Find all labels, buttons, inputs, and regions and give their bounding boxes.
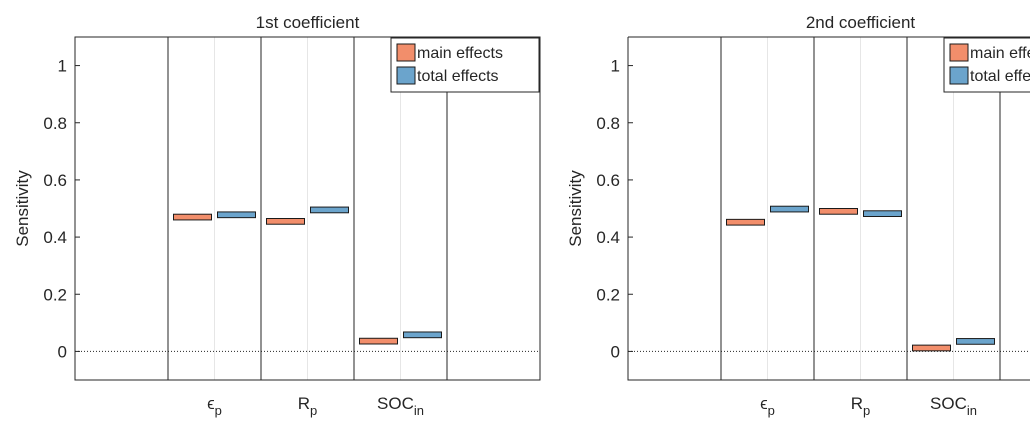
chart-title: 2nd coefficient	[806, 13, 916, 32]
legend-label-2: total effects	[417, 68, 499, 85]
bar-total-effects-3	[403, 331, 442, 339]
x-tick-subscript: in	[414, 403, 424, 418]
chart-panel-2: 0 0.2 0.4 0.6 0.8 1 2nd coefficient Sensitivity…	[566, 13, 1030, 418]
legend-box	[390, 37, 540, 93]
y-tick-label: 0.8	[596, 114, 620, 133]
x-tick-label: Rp	[851, 394, 871, 418]
legend-swatch-1	[396, 43, 416, 62]
y-tick-label: 1	[58, 57, 67, 76]
bar-total-effects-1	[770, 205, 809, 213]
y-tick-label: 0	[611, 342, 620, 361]
x-tick-label: SOCin	[377, 394, 424, 418]
bar-total-effects-2	[310, 206, 349, 214]
axes-box	[74, 36, 541, 381]
bar-total-effects-2	[863, 210, 902, 218]
bar-total-effects-1	[217, 211, 256, 219]
y-tick-label: 0.2	[43, 285, 67, 304]
legend-label-2: total effects	[970, 68, 1030, 85]
y-tick-label: 0.4	[596, 228, 620, 247]
bar-main-effects-3	[912, 344, 951, 352]
x-tick-label: SOCin	[930, 394, 977, 418]
legend-swatch-2	[949, 66, 969, 85]
x-tick-main: SOC	[930, 394, 967, 413]
y-axis-label: Sensitivity	[13, 170, 32, 247]
y-tick-label: 0	[58, 342, 67, 361]
y-tick-label: 0.6	[43, 171, 67, 190]
x-tick-main: ϵ	[760, 394, 768, 413]
y-tick-label: 1	[611, 57, 620, 76]
bar-main-effects-2	[819, 208, 858, 215]
x-tick-main: R	[298, 394, 310, 413]
x-tick-subscript: p	[863, 403, 870, 418]
x-tick-subscript: p	[768, 403, 775, 418]
x-tick-subscript: p	[215, 403, 222, 418]
legend-label-1: main effects	[417, 45, 503, 62]
bar-total-effects-3	[956, 338, 995, 345]
bar-main-effects-1	[726, 218, 765, 226]
bar-main-effects-3	[359, 337, 398, 345]
x-tick-main: R	[851, 394, 863, 413]
x-tick-subscript: in	[967, 403, 977, 418]
chart-title: 1st coefficient	[256, 13, 360, 32]
chart-panel-1: 0 0.2 0.4 0.6 0.8 1 1st coefficient Sensitivity…	[13, 13, 541, 418]
legend-swatch-2	[396, 66, 416, 85]
y-axis-label: Sensitivity	[566, 170, 585, 247]
x-tick-main: ϵ	[207, 394, 215, 413]
x-tick-label: ϵp	[760, 394, 775, 418]
y-tick-label: 0.8	[43, 114, 67, 133]
x-tick-main: SOC	[377, 394, 414, 413]
bar-main-effects-2	[266, 218, 305, 225]
y-tick-label: 0.2	[596, 285, 620, 304]
x-tick-label: Rp	[298, 394, 318, 418]
axes-box	[627, 36, 1030, 381]
legend-label-1: main effects	[970, 45, 1030, 62]
bar-main-effects-1	[173, 213, 212, 221]
x-tick-subscript: p	[310, 403, 317, 418]
legend-swatch-1	[949, 43, 969, 62]
y-tick-label: 0.4	[43, 228, 67, 247]
y-tick-label: 0.6	[596, 171, 620, 190]
x-tick-label: ϵp	[207, 394, 222, 418]
